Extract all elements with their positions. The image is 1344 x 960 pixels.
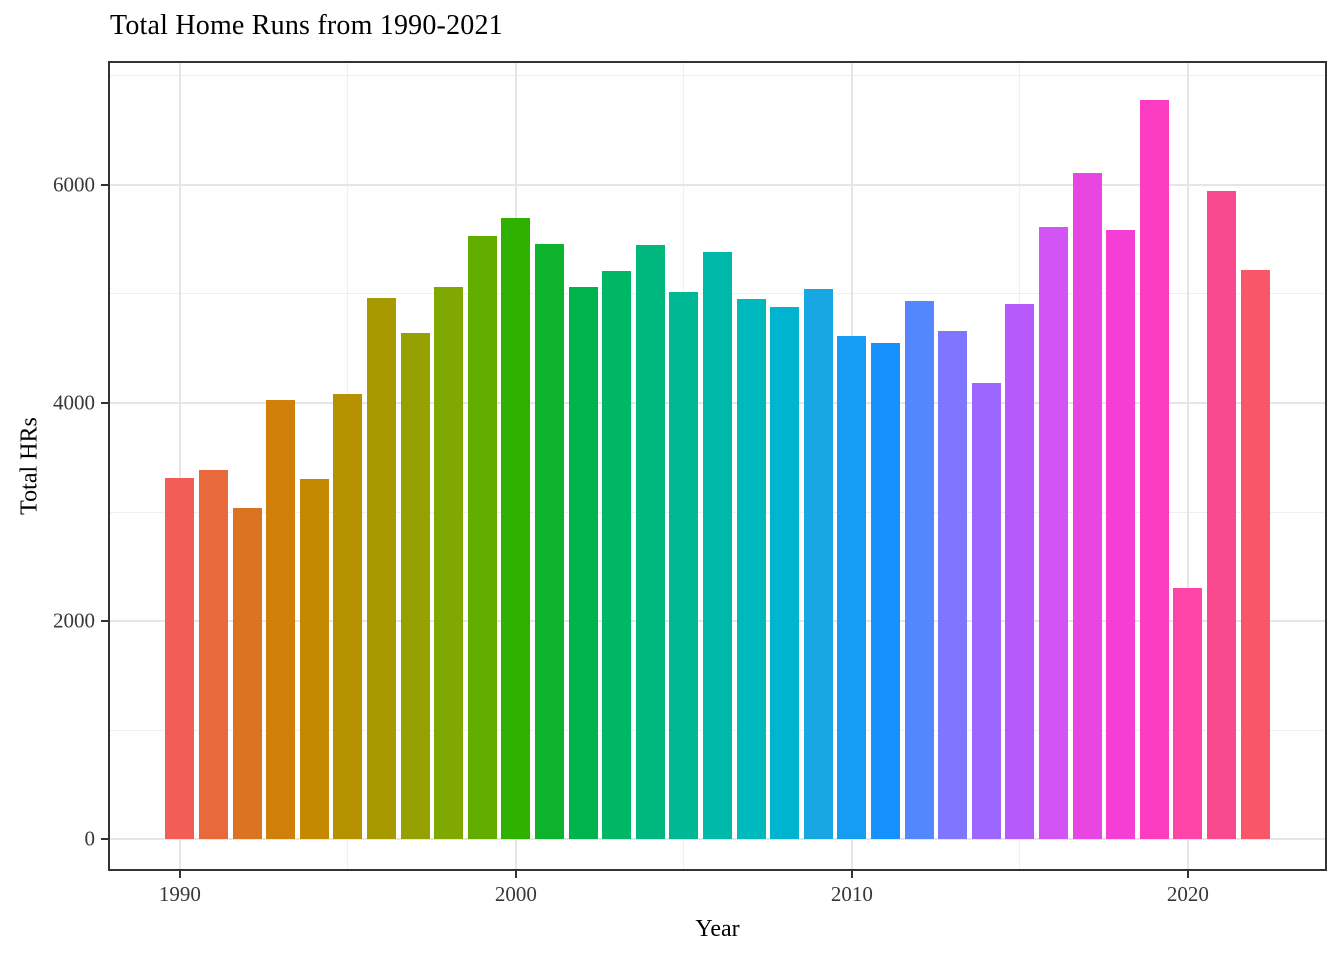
plot-area [110, 63, 1325, 869]
bar-1999 [467, 236, 497, 840]
y-axis-tick [101, 620, 108, 623]
y-axis-tick [101, 838, 108, 841]
y-tick-label: 4000 [53, 390, 95, 415]
chart-title: Total Home Runs from 1990-2021 [110, 10, 503, 41]
bar-2022 [1240, 270, 1270, 840]
x-tick-label: 1990 [158, 882, 201, 906]
bar-2004 [635, 244, 665, 840]
bar-2010 [837, 336, 867, 840]
x-axis-tick [178, 871, 181, 878]
bar-2016 [1039, 227, 1068, 840]
bar-2021 [1207, 190, 1236, 840]
bar-1997 [400, 333, 430, 840]
gridline-x-major [178, 63, 181, 869]
gridline-x-major [1186, 63, 1189, 869]
bar-1991 [199, 470, 228, 840]
bar-1990 [165, 477, 195, 840]
bar-2015 [1005, 303, 1035, 840]
gridline-y-major [110, 183, 1325, 186]
bar-2011 [871, 342, 900, 840]
bar-2012 [904, 301, 934, 840]
bar-2008 [770, 307, 800, 840]
y-axis-tick [101, 401, 108, 404]
bar-1995 [333, 394, 363, 840]
y-axis-title: Total HRs [16, 417, 43, 515]
bar-2000 [501, 218, 531, 840]
gridline-y-minor [110, 75, 1325, 77]
bar-2005 [669, 292, 699, 840]
bar-2013 [938, 330, 968, 840]
bar-2009 [803, 289, 833, 840]
x-axis-title: Year [695, 916, 740, 942]
x-tick-label: 2010 [830, 882, 873, 906]
x-axis-tick [514, 871, 517, 878]
bar-2018 [1106, 230, 1136, 840]
bar-2007 [736, 298, 766, 840]
y-tick-label: 2000 [53, 608, 95, 633]
bar-2006 [703, 251, 732, 840]
bar-2003 [602, 271, 632, 840]
y-axis-tick [101, 183, 108, 186]
bar-2002 [568, 287, 598, 840]
bar-2017 [1072, 173, 1102, 840]
gridline-y-major [110, 838, 1325, 841]
bar-1994 [299, 478, 329, 840]
bar-2014 [971, 382, 1001, 840]
y-tick-label: 0 [84, 826, 96, 851]
x-tick-label: 2020 [1166, 882, 1209, 906]
x-tick-label: 2000 [494, 882, 537, 906]
plot-panel [108, 61, 1327, 871]
bar-2001 [535, 243, 564, 840]
bar-1993 [266, 399, 296, 840]
bar-1996 [367, 298, 396, 840]
bar-2020 [1173, 588, 1203, 840]
y-tick-label: 6000 [53, 172, 95, 197]
bar-1992 [232, 507, 262, 840]
x-axis-tick [1186, 871, 1189, 878]
bar-2019 [1139, 100, 1169, 840]
x-axis-tick [850, 871, 853, 878]
bar-1998 [434, 286, 464, 840]
